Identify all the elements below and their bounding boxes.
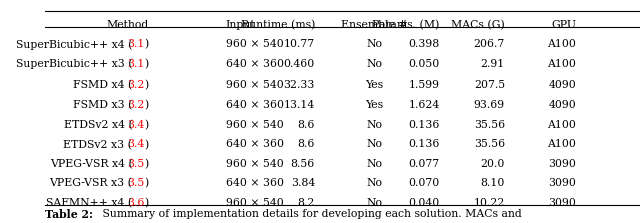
Text: 960 × 540: 960 × 540: [226, 120, 284, 130]
Text: 206.7: 206.7: [474, 39, 505, 49]
Text: ): ): [145, 80, 148, 91]
Text: 35.56: 35.56: [474, 139, 505, 149]
Text: No: No: [366, 59, 382, 68]
Text: 10.77: 10.77: [284, 39, 315, 49]
Text: 960 × 540: 960 × 540: [226, 198, 284, 208]
Text: 960 × 540: 960 × 540: [226, 159, 284, 169]
Text: 8.6: 8.6: [298, 139, 315, 149]
Text: 3.2: 3.2: [127, 99, 145, 109]
Text: 1.599: 1.599: [409, 80, 440, 90]
Text: 0.136: 0.136: [408, 139, 440, 149]
Text: 3.84: 3.84: [291, 178, 315, 188]
Text: 640 × 360: 640 × 360: [226, 178, 284, 188]
Text: 32.33: 32.33: [284, 80, 315, 90]
Text: No: No: [366, 120, 382, 130]
Text: 4090: 4090: [548, 99, 576, 109]
Text: 8.10: 8.10: [481, 178, 505, 188]
Text: 640 × 360: 640 × 360: [226, 99, 284, 109]
Text: 960 × 540: 960 × 540: [226, 80, 284, 90]
Text: SuperBicubic++ x4 (: SuperBicubic++ x4 (: [16, 39, 132, 50]
Text: 4090: 4090: [548, 80, 576, 90]
Text: 3.4: 3.4: [127, 139, 145, 149]
Text: No: No: [366, 198, 382, 208]
Text: 3.4: 3.4: [127, 120, 145, 130]
Text: 1.624: 1.624: [408, 99, 440, 109]
Text: SAFMN++ x4 (: SAFMN++ x4 (: [46, 198, 132, 208]
Text: No: No: [366, 159, 382, 169]
Text: Params. (M): Params. (M): [372, 20, 440, 30]
Text: No: No: [366, 178, 382, 188]
Text: ): ): [145, 120, 148, 130]
Text: 3.5: 3.5: [127, 159, 145, 169]
Text: No: No: [366, 139, 382, 149]
Text: ): ): [145, 139, 148, 150]
Text: GPU: GPU: [551, 20, 576, 30]
Text: 8.6: 8.6: [298, 120, 315, 130]
Text: 0.040: 0.040: [408, 198, 440, 208]
Text: ): ): [145, 59, 148, 69]
Text: 13.14: 13.14: [284, 99, 315, 109]
Text: 93.69: 93.69: [474, 99, 505, 109]
Text: FSMD x3 (: FSMD x3 (: [73, 99, 132, 110]
Text: 0.077: 0.077: [408, 159, 440, 169]
Text: Summary of implementation details for developing each solution. MACs and: Summary of implementation details for de…: [99, 209, 522, 219]
Text: FSMD x4 (: FSMD x4 (: [73, 80, 132, 91]
Text: 0.136: 0.136: [408, 120, 440, 130]
Text: 0.050: 0.050: [408, 59, 440, 68]
Text: 3.1: 3.1: [127, 39, 145, 49]
Text: Input: Input: [226, 20, 255, 30]
Text: ): ): [145, 178, 148, 189]
Text: 207.5: 207.5: [474, 80, 505, 90]
Text: 640 × 360: 640 × 360: [226, 59, 284, 68]
Text: 3090: 3090: [548, 178, 576, 188]
Text: Yes: Yes: [365, 80, 383, 90]
Text: 10.22: 10.22: [474, 198, 505, 208]
Text: MACs (G): MACs (G): [451, 20, 505, 30]
Text: 0.398: 0.398: [408, 39, 440, 49]
Text: A100: A100: [547, 59, 576, 68]
Text: 640 × 360: 640 × 360: [226, 139, 284, 149]
Text: A100: A100: [547, 139, 576, 149]
Text: A100: A100: [547, 39, 576, 49]
Text: Table 2:: Table 2:: [45, 209, 93, 220]
Text: VPEG-VSR x3 (: VPEG-VSR x3 (: [49, 178, 132, 189]
Text: 3.6: 3.6: [127, 198, 145, 208]
Text: ETDSv2 x4 (: ETDSv2 x4 (: [63, 120, 132, 130]
Text: Runtime (ms): Runtime (ms): [241, 20, 315, 30]
Text: VPEG-VSR x4 (: VPEG-VSR x4 (: [50, 159, 132, 169]
Text: 35.56: 35.56: [474, 120, 505, 130]
Text: 8.2: 8.2: [298, 198, 315, 208]
Text: 3090: 3090: [548, 159, 576, 169]
Text: ): ): [145, 159, 148, 169]
Text: 3.2: 3.2: [127, 80, 145, 90]
Text: ETDSv2 x3 (: ETDSv2 x3 (: [63, 139, 132, 150]
Text: A100: A100: [547, 120, 576, 130]
Text: ): ): [145, 39, 148, 50]
Text: 8.56: 8.56: [291, 159, 315, 169]
Text: ): ): [145, 198, 148, 208]
Text: No: No: [366, 39, 382, 49]
Text: ): ): [145, 99, 148, 110]
Text: 20.0: 20.0: [481, 159, 505, 169]
Text: 3.1: 3.1: [127, 59, 145, 68]
Text: SuperBicubic++ x3 (: SuperBicubic++ x3 (: [16, 59, 132, 69]
Text: 0.460: 0.460: [284, 59, 315, 68]
Text: Yes: Yes: [365, 99, 383, 109]
Text: 0.070: 0.070: [408, 178, 440, 188]
Text: 3.5: 3.5: [127, 178, 145, 188]
Text: 3090: 3090: [548, 198, 576, 208]
Text: 2.91: 2.91: [481, 59, 505, 68]
Text: Method: Method: [106, 20, 148, 30]
Text: 960 × 540: 960 × 540: [226, 39, 284, 49]
Text: Ensemble #: Ensemble #: [341, 20, 408, 30]
